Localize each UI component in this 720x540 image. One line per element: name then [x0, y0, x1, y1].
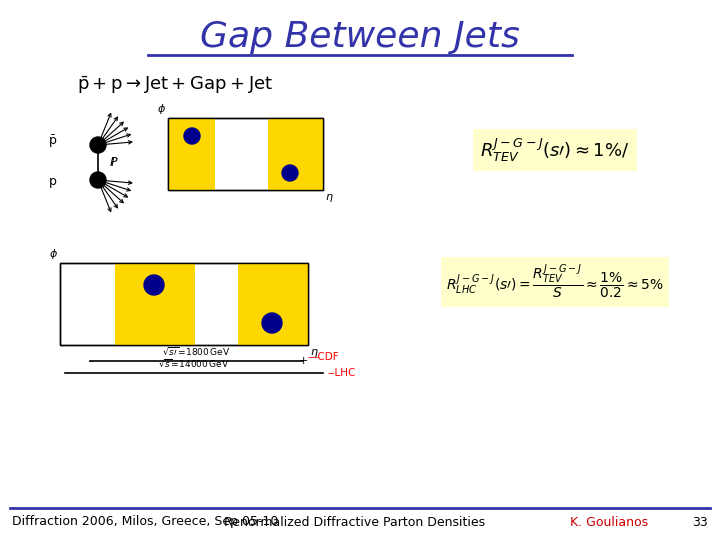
Text: $\bar{\mathrm{p}} + \mathrm{p} \rightarrow \mathrm{Jet} + \mathrm{Gap} + \mathrm: $\bar{\mathrm{p}} + \mathrm{p} \rightarr… [77, 74, 273, 96]
Text: $I\!\!P$: $I\!\!P$ [110, 156, 120, 169]
Bar [268, 118, 323, 190]
Text: $R^{J-G-J}_{TEV}(s\prime) \approx 1\%/$: $R^{J-G-J}_{TEV}(s\prime) \approx 1\%/$ [480, 137, 630, 164]
Text: --LHC: --LHC [327, 368, 356, 378]
Circle shape [282, 165, 298, 181]
Circle shape [90, 137, 106, 153]
Text: Diffraction 2006, Milos, Greece, Sep 05-10: Diffraction 2006, Milos, Greece, Sep 05-… [12, 516, 279, 529]
Text: -: - [88, 356, 92, 366]
Circle shape [184, 128, 200, 144]
Text: $R^{J-G-J}_{LHC}(s\prime) = \dfrac{R^{J-G-J}_{TEV}}{S} \approx \dfrac{1\%}{0.2} : $R^{J-G-J}_{LHC}(s\prime) = \dfrac{R^{J-… [446, 263, 664, 301]
Text: 33: 33 [692, 516, 708, 529]
Text: $\mathrm{p}$: $\mathrm{p}$ [48, 176, 58, 190]
Circle shape [90, 172, 106, 188]
Text: $\bar{\mathrm{p}}$: $\bar{\mathrm{p}}$ [48, 134, 58, 150]
Text: $\eta$: $\eta$ [310, 347, 319, 359]
Bar [115, 263, 195, 345]
Text: Renormalized Diffractive Parton Densities: Renormalized Diffractive Parton Densitie… [225, 516, 485, 529]
Bar [238, 263, 308, 345]
Bar [168, 118, 323, 190]
Text: Gap Between Jets: Gap Between Jets [200, 20, 520, 54]
Text: $\phi$: $\phi$ [49, 247, 58, 261]
Text: —CDF: —CDF [307, 352, 338, 362]
Text: +: + [298, 356, 307, 366]
Circle shape [262, 313, 282, 333]
Text: $\eta$: $\eta$ [325, 192, 333, 204]
Text: $\phi$: $\phi$ [157, 102, 166, 116]
Bar [168, 118, 215, 190]
Bar [60, 263, 308, 345]
Bar [60, 263, 308, 345]
Circle shape [144, 275, 164, 295]
Text: $\sqrt{s\prime}\!=\!1800\,$GeV: $\sqrt{s\prime}\!=\!1800\,$GeV [163, 346, 230, 357]
Text: $\sqrt{s}\!=\!14000\,$GeV: $\sqrt{s}\!=\!14000\,$GeV [158, 357, 230, 369]
Bar [168, 118, 323, 190]
Text: K. Goulianos: K. Goulianos [570, 516, 648, 529]
